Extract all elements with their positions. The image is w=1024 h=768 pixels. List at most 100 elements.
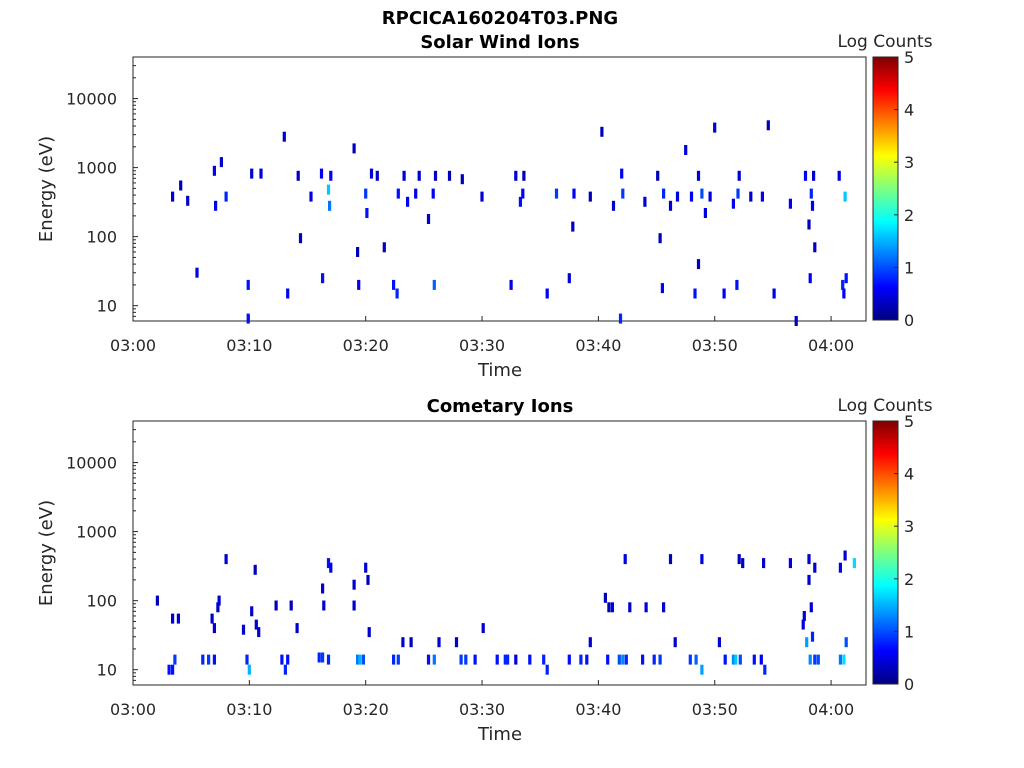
heatmap-cell (392, 279, 396, 290)
y-axis-ticks: 10 100 1000 10000 (66, 420, 138, 686)
colorbar-tick-label: 4 (904, 465, 914, 484)
heatmap-cell (329, 562, 333, 573)
heatmap-cell (514, 170, 518, 181)
x-tick-label: 03:40 (575, 336, 621, 355)
y-tick-label: 1000 (76, 159, 117, 178)
y-tick-label: 10 (97, 661, 117, 680)
heatmap-cell (352, 600, 356, 611)
colorbar-tick-label: 3 (904, 517, 914, 536)
heatmap-cell (736, 188, 740, 199)
heatmap-cell (658, 233, 662, 244)
heatmap-cell (617, 654, 621, 665)
heatmap-cell (365, 208, 369, 218)
x-tick-label: 03:50 (692, 700, 738, 719)
y-axis-ticks: 10 100 1000 10000 (66, 56, 138, 322)
heatmap-cell (703, 208, 707, 218)
heatmap-cell (367, 627, 371, 638)
heatmap-cell (621, 188, 625, 199)
x-tick-label: 03:10 (226, 700, 272, 719)
heatmap-cell (696, 259, 701, 270)
heatmap-cell (606, 654, 610, 665)
heatmap-cell (688, 654, 692, 665)
heatmap-cell (813, 562, 817, 573)
heatmap-cell (352, 579, 356, 590)
heatmap-cell (212, 165, 216, 176)
heatmap-cell (852, 558, 856, 569)
plot-frame (132, 56, 867, 322)
heatmap-cell (801, 619, 805, 630)
colorbar-label: Log Counts (837, 32, 932, 52)
panel-title: Solar Wind Ions (420, 32, 579, 53)
heatmap-cell (722, 288, 726, 299)
heatmap-cell (212, 654, 216, 665)
heatmap-cell (259, 168, 263, 179)
heatmap-cell (812, 170, 816, 181)
heatmap-cell (618, 313, 623, 324)
heatmap-cell (585, 654, 589, 665)
heatmap-cell (628, 602, 632, 613)
heatmap-cell (693, 288, 697, 299)
heatmap-cell (250, 606, 254, 617)
heatmap-cell (675, 191, 680, 202)
heatmap-cell (610, 602, 614, 613)
plot-frame (132, 420, 867, 686)
heatmap-cell (843, 550, 847, 561)
heatmap-cell (522, 170, 526, 181)
heatmap-cell (481, 623, 485, 634)
y-tick-label: 100 (86, 592, 117, 611)
heatmap-cell (454, 637, 459, 648)
heatmap-cell (752, 654, 756, 665)
heatmap-cell (567, 273, 571, 284)
heatmap-cell (658, 654, 662, 665)
heatmap-cell (173, 654, 177, 665)
panel-title: Cometary Ions (427, 396, 574, 417)
heatmap-cell (396, 654, 400, 665)
y-tick-label: 10000 (66, 90, 117, 109)
heatmap-cell (432, 654, 436, 665)
heatmap-cell (735, 279, 739, 290)
heatmap-cell (802, 611, 806, 621)
heatmap-cell (662, 188, 666, 199)
heatmap-cell (813, 654, 817, 665)
heatmap-cell (309, 191, 313, 202)
heatmap-cell (503, 654, 507, 665)
heatmap-cell (741, 558, 745, 569)
heatmap-cell (731, 198, 735, 209)
solar-wind-panel: Solar Wind Ions 03:00 03:10 03:20 03:30 03:4… (36, 32, 933, 381)
heatmap-cell (364, 188, 368, 199)
heatmap-cell (641, 654, 645, 665)
heatmap-cell (224, 554, 228, 565)
heatmap-cell (495, 654, 499, 665)
heatmap-cell (652, 654, 656, 665)
heatmap-cell (274, 600, 278, 611)
heatmap-cell (395, 288, 399, 299)
colorbar-tick-label: 0 (904, 311, 914, 330)
heatmap-cell (807, 554, 811, 565)
heatmap-cell (375, 170, 379, 181)
heatmap-cell (600, 126, 604, 137)
heatmap-cell (406, 196, 410, 207)
heatmap-cells (155, 550, 856, 675)
heatmap-cell (759, 654, 763, 665)
heatmap-cell (366, 574, 370, 585)
heatmap-cell (837, 170, 841, 181)
x-tick-label: 03:10 (226, 336, 272, 355)
heatmap-cell (843, 191, 847, 202)
x-axis-ticks: 03:00 03:10 03:20 03:30 03:40 03:50 04:00 (110, 680, 854, 719)
x-tick-label: 03:20 (343, 336, 389, 355)
heatmap-cell (246, 279, 250, 290)
heatmap-cell (760, 191, 764, 202)
heatmap-cell (321, 583, 325, 594)
heatmap-cell (217, 595, 221, 606)
heatmap-cell (611, 200, 616, 211)
heatmap-cell (254, 619, 258, 630)
heatmap-cell (694, 654, 698, 665)
heatmap-cell (257, 627, 261, 638)
heatmap-cell (459, 654, 463, 665)
heatmap-cell (737, 554, 741, 565)
colorbar-tick-label: 2 (904, 570, 914, 589)
heatmap-cell (282, 131, 286, 142)
heatmap-cell (762, 558, 766, 569)
heatmap-cell (689, 191, 694, 202)
